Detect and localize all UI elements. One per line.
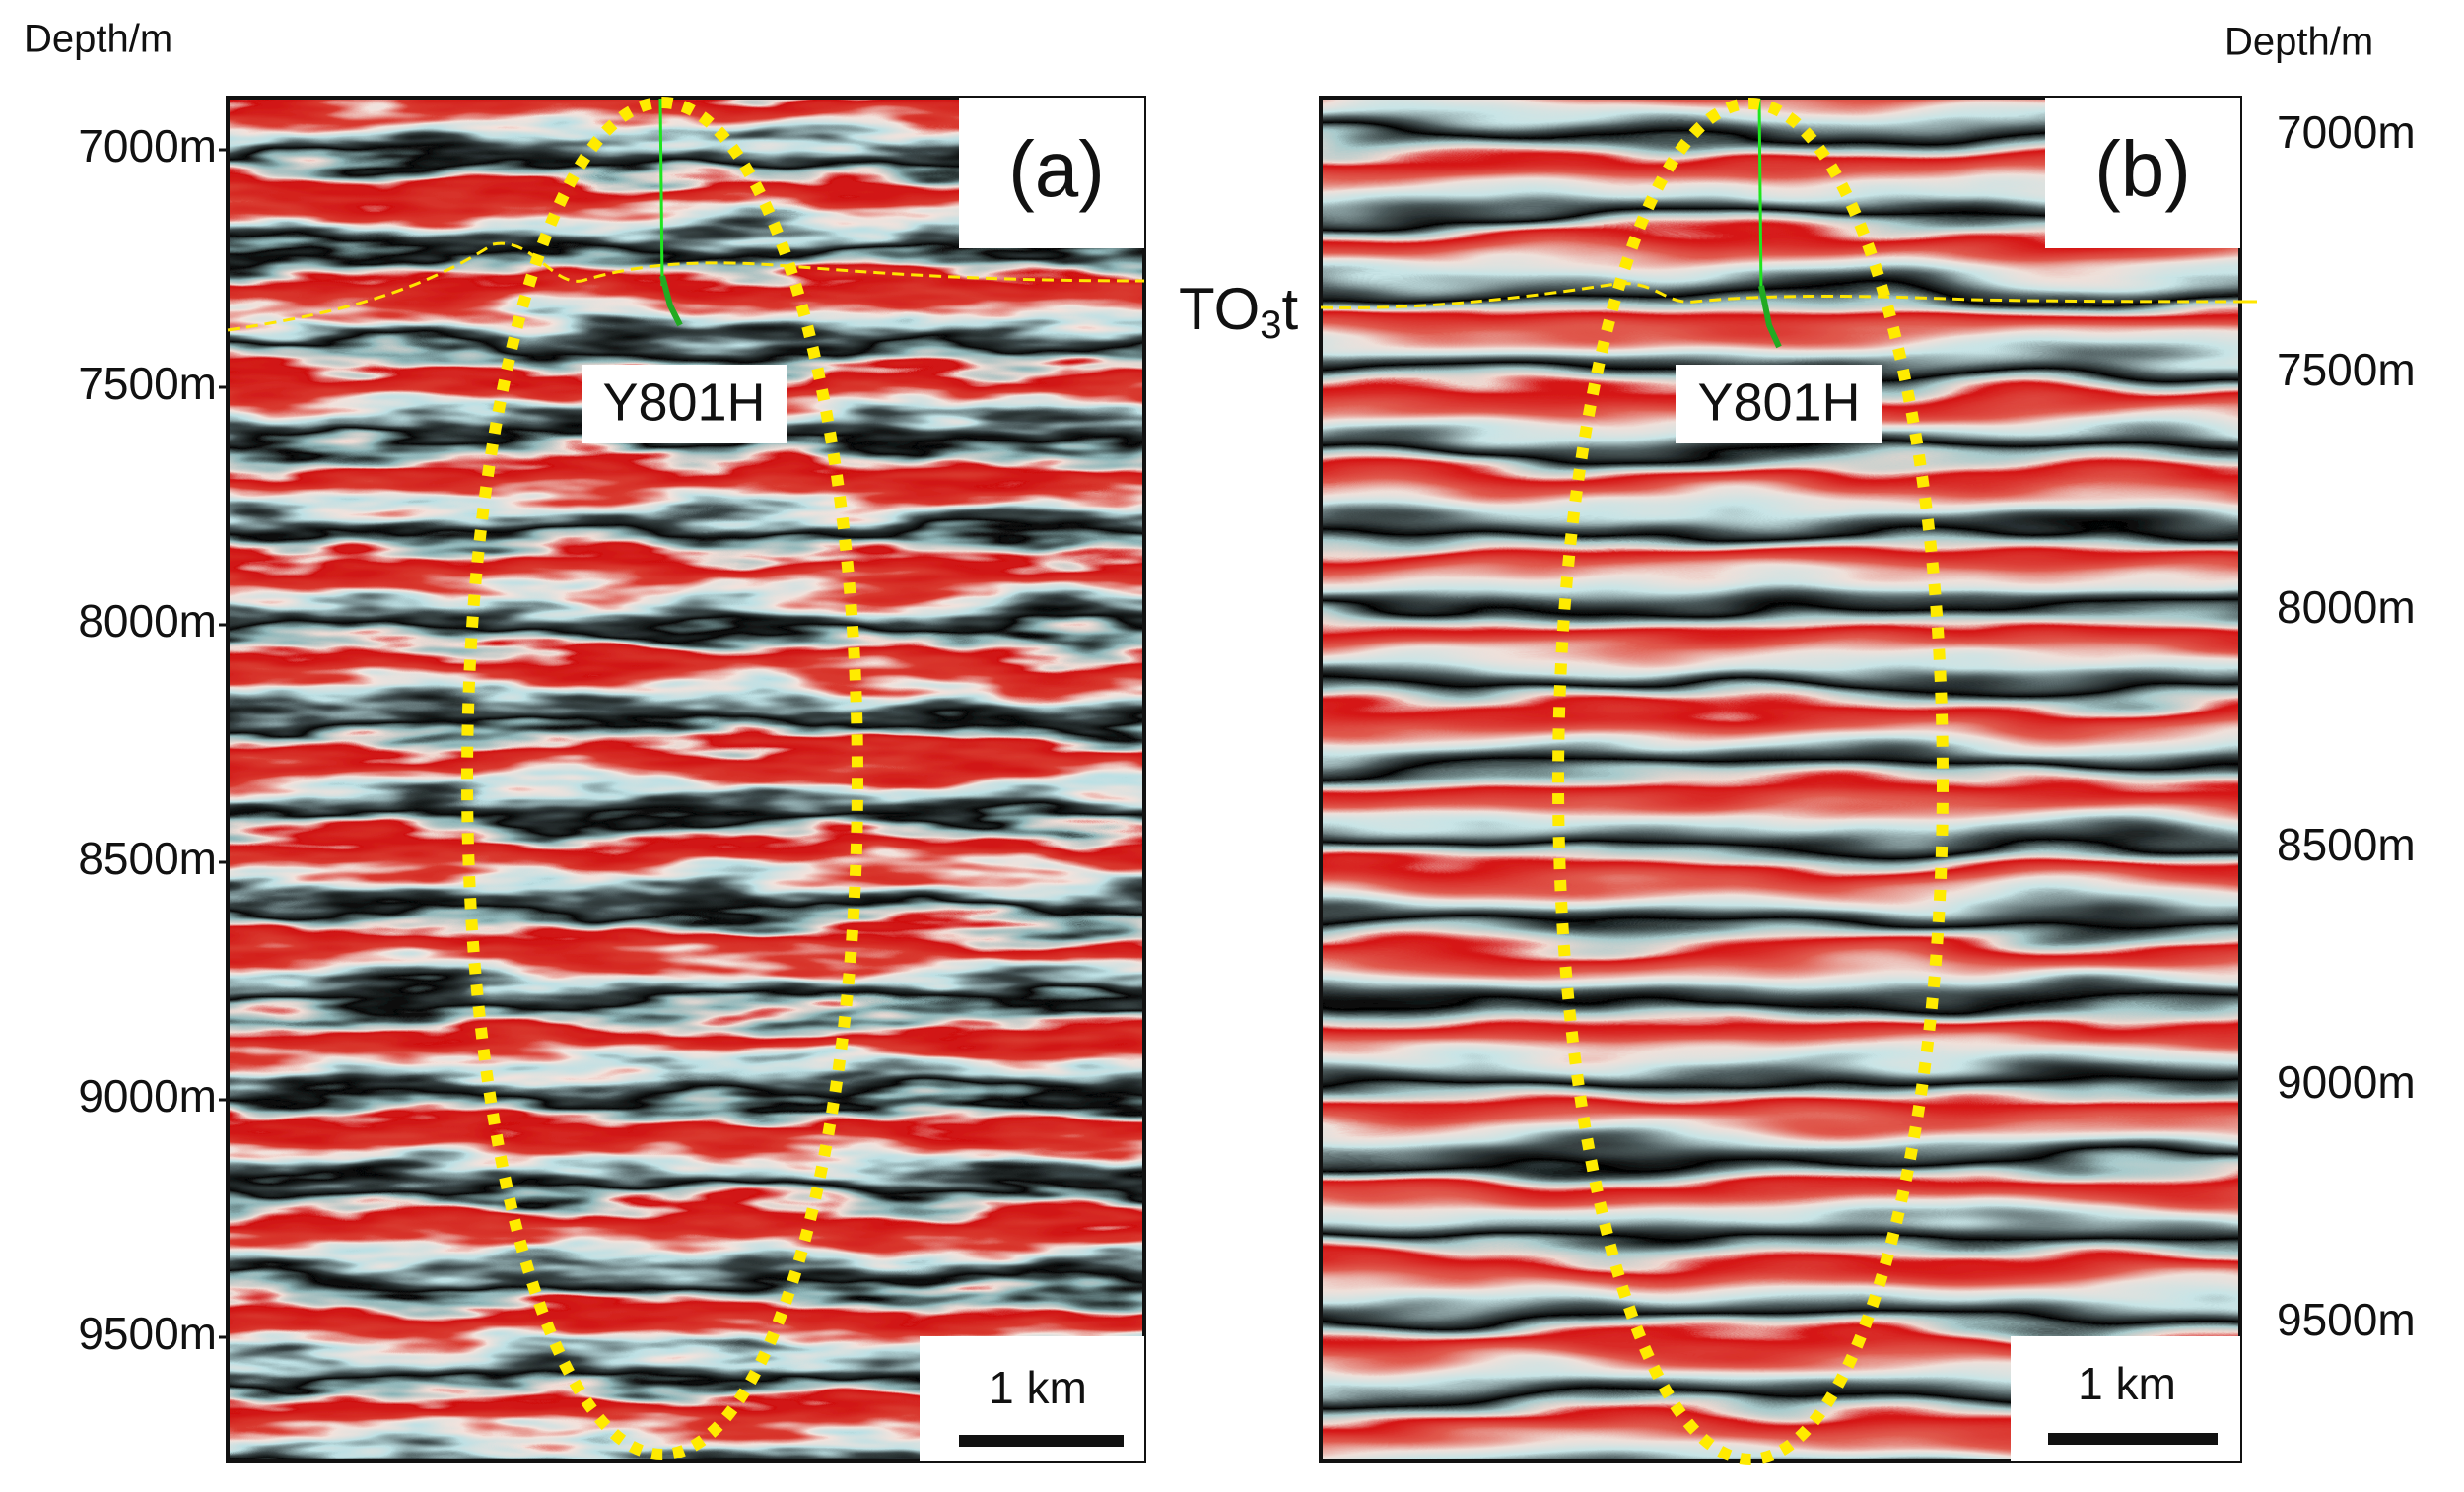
horizon-line — [1320, 282, 2258, 309]
well-box — [582, 365, 787, 443]
anomaly-ellipse — [461, 97, 863, 1460]
seismic-section — [1321, 98, 2240, 1461]
depth-tick-label: 9000m — [2277, 1056, 2416, 1108]
depth-tick-label: 8500m — [2277, 819, 2416, 870]
depth-tick-label: 9500m — [2277, 1294, 2416, 1345]
horizon-tail: t — [1282, 276, 1299, 342]
panel-frame — [226, 96, 1146, 1463]
panel-frame — [1319, 96, 2242, 1463]
scale-label: 1 km — [2078, 1358, 2176, 1409]
seismic-section — [228, 98, 1144, 1461]
horizon-label: TO3t — [1179, 276, 1299, 347]
depth-tick-label: 8000m — [2277, 581, 2416, 633]
panel-label: (a) — [1008, 125, 1105, 213]
well-label: Y801H — [602, 373, 765, 432]
axis-title: Depth/m — [24, 18, 172, 61]
well-path — [1757, 98, 1763, 297]
anomaly-ellipse — [1552, 98, 1949, 1465]
depth-tick-label: 7500m — [78, 358, 217, 409]
horizon-main: TO — [1179, 276, 1260, 342]
well-trace — [1758, 285, 1782, 349]
well-box — [1676, 365, 1882, 443]
horizon-sub: 3 — [1260, 304, 1281, 347]
depth-tick-label: 9000m — [78, 1070, 217, 1121]
horizon-line — [227, 241, 1145, 332]
well-trace — [659, 275, 683, 327]
label-box — [2045, 98, 2240, 248]
depth-tick-label: 9500m — [78, 1308, 217, 1359]
depth-tick-label: 8500m — [78, 833, 217, 884]
scale-label: 1 km — [989, 1362, 1087, 1413]
depth-tick-label: 7500m — [2277, 344, 2416, 395]
well-path — [658, 98, 664, 287]
depth-tick-label: 8000m — [78, 595, 217, 646]
depth-tick-label: 7000m — [78, 120, 217, 171]
label-box — [959, 98, 1144, 248]
panel-label: (b) — [2094, 125, 2191, 213]
axis-title: Depth/m — [2224, 21, 2373, 64]
depth-tick-label: 7000m — [2277, 106, 2416, 158]
well-label: Y801H — [1697, 373, 1860, 432]
depth-axes: 7000m 7500m 8000m 8500m 9000m 9500m 7000m 7500m… — [78, 106, 2415, 1359]
